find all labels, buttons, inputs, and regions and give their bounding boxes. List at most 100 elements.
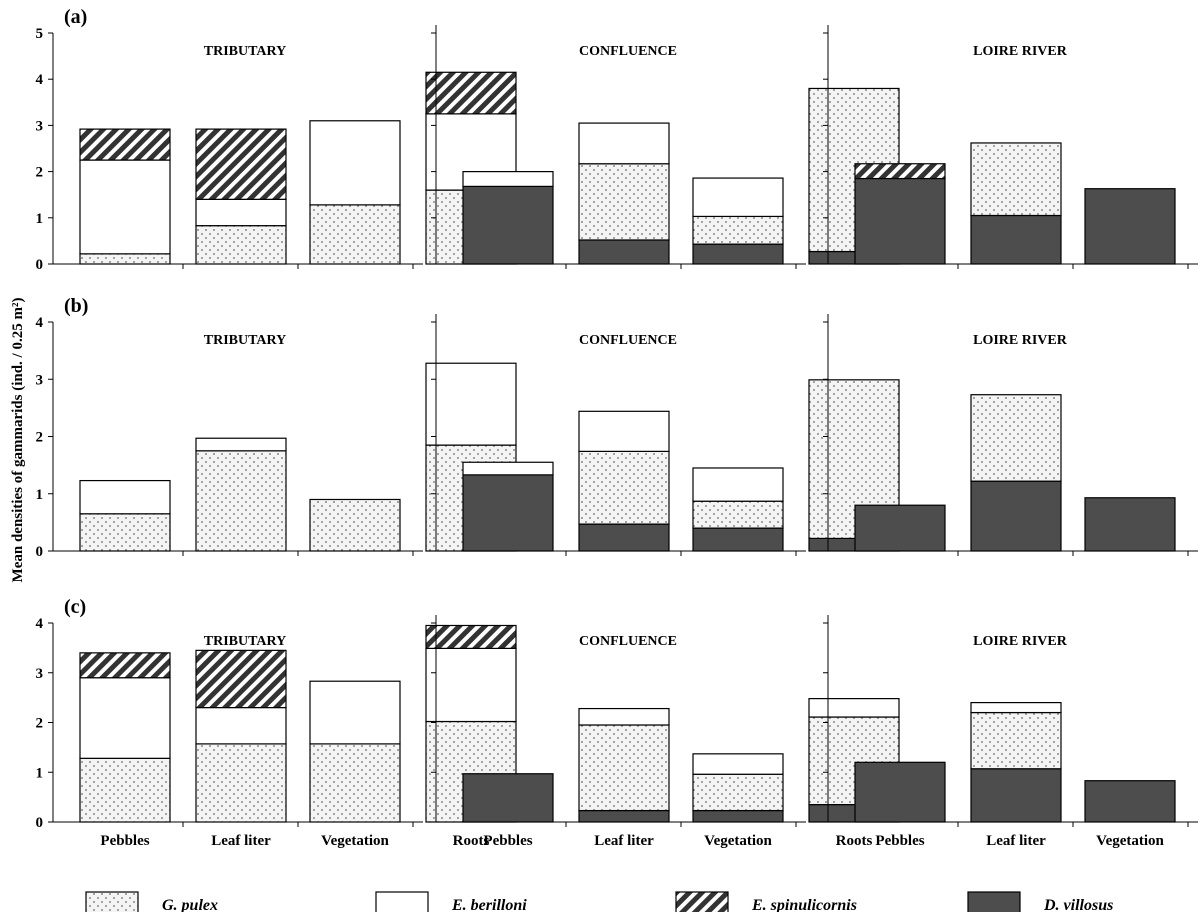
bar-g-pulex	[195, 743, 287, 823]
y-tick-label: 0	[36, 815, 44, 831]
bar-d-villosus	[854, 177, 946, 265]
legend-swatch-e-spinulicornis	[675, 891, 729, 912]
legend-swatch-g-pulex	[85, 891, 139, 912]
panel-title: TRIBUTARY	[204, 333, 286, 348]
legend-label: G. pulex	[162, 897, 218, 912]
row-label: (c)	[64, 596, 86, 618]
bar-g-pulex	[79, 253, 171, 265]
bar-e-berilloni	[462, 171, 554, 187]
bar-e-berilloni	[692, 177, 784, 218]
row-label: (b)	[64, 295, 88, 317]
bar-d-villosus	[970, 214, 1062, 265]
bar-e-berilloni	[970, 701, 1062, 714]
x-tick-label: Vegetation	[1096, 833, 1164, 849]
x-tick-label: Pebbles	[483, 833, 532, 849]
bar-e-berilloni	[425, 647, 517, 723]
bar-e-berilloni	[309, 120, 401, 206]
bar-d-villosus	[970, 768, 1062, 823]
y-tick-label: 2	[36, 165, 44, 181]
bar-g-pulex	[79, 757, 171, 823]
y-tick-label: 4	[36, 315, 44, 331]
bar-g-pulex	[578, 163, 670, 241]
bar-d-villosus	[1084, 497, 1176, 552]
x-tick-label: Vegetation	[704, 833, 772, 849]
bar-g-pulex	[578, 724, 670, 812]
panel-title: LOIRE RIVER	[973, 634, 1068, 649]
panel-title: LOIRE RIVER	[973, 333, 1068, 348]
bar-d-villosus	[578, 523, 670, 552]
bar-e-berilloni	[425, 362, 517, 446]
bar-g-pulex	[79, 513, 171, 552]
bar-e-berilloni	[462, 461, 554, 476]
legend-swatch-e-berilloni	[375, 891, 429, 912]
bar-d-villosus	[854, 504, 946, 552]
bar-e-spinulicornis	[79, 128, 171, 161]
bar-e-berilloni	[79, 159, 171, 255]
y-tick-label: 2	[36, 716, 44, 732]
bar-e-berilloni	[692, 467, 784, 502]
bar-e-berilloni	[195, 198, 287, 227]
x-tick-label: Leaf liter	[594, 833, 654, 849]
panel-title: TRIBUTARY	[204, 634, 286, 649]
bar-d-villosus	[854, 761, 946, 823]
bar-e-spinulicornis	[425, 71, 517, 115]
y-tick-label: 4	[36, 72, 44, 88]
bar-g-pulex	[970, 394, 1062, 482]
legend-swatch-d-villosus	[967, 891, 1021, 912]
y-tick-label: 1	[36, 765, 44, 781]
bar-e-berilloni	[578, 410, 670, 452]
bar-e-spinulicornis	[195, 649, 287, 709]
bar-e-berilloni	[692, 753, 784, 775]
bar-g-pulex	[692, 500, 784, 529]
bar-d-villosus	[462, 185, 554, 265]
bar-d-villosus	[692, 809, 784, 823]
y-tick-label: 1	[36, 211, 44, 227]
plot-area: (a) 0 1 2 3 4 5 TRIBUTARY CONFLUENCE LOIRE RIVER (…	[36, 6, 1198, 849]
bar-g-pulex	[970, 142, 1062, 217]
y-tick-label: 2	[36, 430, 44, 446]
bar-g-pulex	[692, 773, 784, 812]
bar-d-villosus	[692, 527, 784, 552]
bar-g-pulex	[195, 450, 287, 552]
y-tick-label: 5	[36, 26, 44, 42]
panel-title: LOIRE RIVER	[973, 44, 1068, 59]
bar-e-berilloni	[79, 479, 171, 515]
bar-d-villosus	[1084, 780, 1176, 823]
bar-d-villosus	[692, 243, 784, 265]
bar-d-villosus	[578, 239, 670, 265]
bar-e-berilloni	[195, 706, 287, 745]
bar-g-pulex	[970, 711, 1062, 770]
bar-g-pulex	[195, 225, 287, 265]
bar-e-spinulicornis	[854, 163, 946, 180]
bar-e-berilloni	[808, 698, 900, 718]
bar-e-spinulicornis	[79, 652, 171, 679]
bar-g-pulex	[309, 204, 401, 265]
panel-title: CONFLUENCE	[579, 44, 677, 59]
legend-label: E. berilloni	[451, 897, 527, 912]
legend-label: E. spinulicornis	[751, 897, 857, 912]
bar-e-berilloni	[309, 680, 401, 745]
x-tick-label: Pebbles	[875, 833, 924, 849]
bar-e-spinulicornis	[195, 128, 287, 200]
bar-g-pulex	[309, 743, 401, 823]
y-tick-label: 1	[36, 487, 44, 503]
y-tick-label: 3	[36, 372, 44, 388]
y-tick-label: 3	[36, 118, 44, 134]
x-tick-label: Leaf liter	[211, 833, 271, 849]
y-tick-label: 3	[36, 666, 44, 682]
x-tick-label: Vegetation	[321, 833, 389, 849]
bar-d-villosus	[578, 809, 670, 823]
panel-title: CONFLUENCE	[579, 333, 677, 348]
bar-d-villosus	[462, 474, 554, 552]
panel-title: CONFLUENCE	[579, 634, 677, 649]
x-tick-label: Roots	[836, 833, 873, 849]
x-tick-label: Pebbles	[100, 833, 149, 849]
x-tick-label: Leaf liter	[986, 833, 1046, 849]
y-tick-label: 0	[36, 544, 44, 560]
bar-d-villosus	[970, 480, 1062, 552]
x-tick-label: Roots	[453, 833, 490, 849]
y-tick-label: 0	[36, 257, 44, 273]
bar-d-villosus	[1084, 188, 1176, 265]
bar-e-berilloni	[195, 437, 287, 452]
